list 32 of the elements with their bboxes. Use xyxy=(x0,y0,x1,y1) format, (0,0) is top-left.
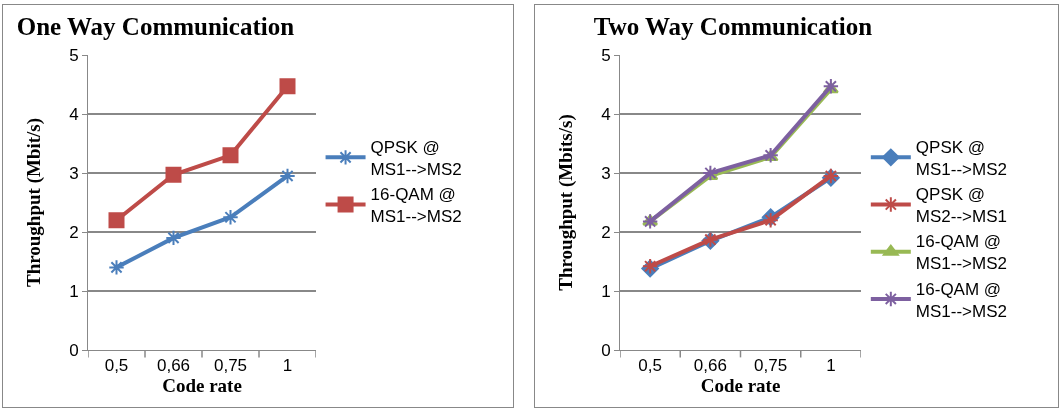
y-tick-label: 2 xyxy=(601,222,611,242)
legend-label: QPSK @ MS2-->MS1 xyxy=(915,185,1007,227)
x-tick-label: 0,66 xyxy=(693,356,727,376)
y-axis-title: Throughput (Mbits/s) xyxy=(555,114,577,291)
chart-title: Two Way Communication xyxy=(593,12,873,40)
x-axis-title: Code rate xyxy=(162,375,242,397)
chart-title: One Way Communication xyxy=(16,12,295,40)
x-tick-label: 0,75 xyxy=(213,356,248,376)
x-tick-label: 0,5 xyxy=(104,356,129,376)
y-tick-label: 5 xyxy=(69,45,79,65)
x-axis-title: Code rate xyxy=(700,375,781,397)
x-tick-label: 0,66 xyxy=(156,356,191,376)
y-tick-label: 5 xyxy=(601,45,611,65)
x-tick-label: 0,75 xyxy=(754,356,788,376)
y-tick-label: 3 xyxy=(69,163,79,183)
x-tick-label: 1 xyxy=(282,356,293,376)
y-tick-label: 3 xyxy=(601,163,611,183)
legend-label: QPSK @ MS1-->MS2 xyxy=(915,137,1007,180)
x-tick-label: 1 xyxy=(826,356,836,376)
y-tick-label: 1 xyxy=(601,281,611,301)
y-tick-label: 0 xyxy=(601,340,611,360)
y-tick-label: 0 xyxy=(69,340,79,360)
y-tick-label: 4 xyxy=(69,104,79,124)
legend-label: 16-QAM @ MS1-->MS2 xyxy=(915,232,1007,274)
y-axis-title: Throughput (Mbit/s) xyxy=(23,117,45,288)
x-tick-label: 0,5 xyxy=(638,356,662,376)
legend-label: QPSK @ MS1-->MS2 xyxy=(370,137,462,180)
y-tick-label: 2 xyxy=(69,222,79,242)
y-tick-label: 4 xyxy=(601,104,611,124)
legend-label: 16-QAM @ MS1-->MS2 xyxy=(370,185,462,227)
legend-label: 16-QAM @ MS1-->MS2 xyxy=(915,279,1007,321)
y-tick-label: 1 xyxy=(69,281,79,301)
